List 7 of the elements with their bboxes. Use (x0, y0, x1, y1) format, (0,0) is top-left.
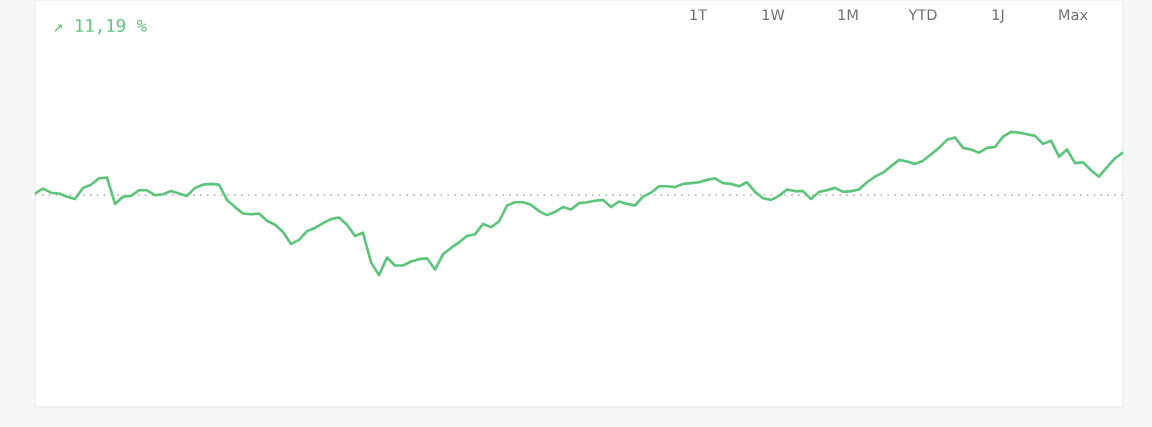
text: 1W (762, 9, 785, 21)
text: 1T (690, 9, 708, 21)
chart-title: ↗ 11,19 % (54, 18, 147, 35)
text: 1M (838, 9, 858, 21)
text: 1J (992, 9, 1004, 23)
text: YTD (908, 9, 937, 21)
text: Max (1059, 9, 1088, 21)
